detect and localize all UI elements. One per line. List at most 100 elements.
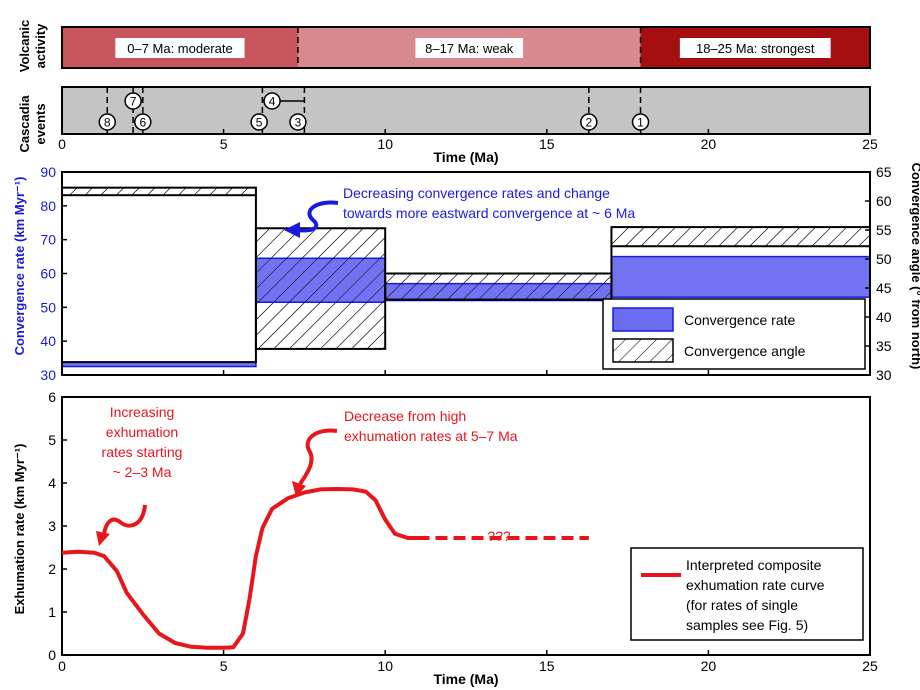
convergence-left-tick-label-80: 80 bbox=[40, 198, 56, 214]
cascadia-event-7-label: 7 bbox=[130, 95, 137, 109]
cascadia-event-1-label: 1 bbox=[637, 116, 644, 130]
exhumation-curve bbox=[61, 487, 418, 650]
convergence-left-tick-label-30: 30 bbox=[40, 367, 56, 383]
exhumation-y-tick-label-1: 1 bbox=[48, 604, 56, 620]
cascadia-x-tick-label-10: 10 bbox=[377, 136, 393, 152]
cascadia-event-8-label: 8 bbox=[104, 116, 111, 130]
volcanic-panel: Volcanic activity 0–7 Ma: moderate 8–17 M… bbox=[17, 20, 871, 73]
exhumation-annotation-left-arrow bbox=[102, 504, 147, 535]
volcanic-period-label-3: 18–25 Ma: strongest bbox=[696, 41, 815, 56]
convergence-angle-box-3 bbox=[384, 272, 613, 301]
exhumation-annotation-right-arrow bbox=[298, 428, 338, 486]
cascadia-event-8-marker bbox=[98, 113, 116, 131]
cascadia-event-5-label: 5 bbox=[256, 116, 263, 130]
volcanic-period-label-box-2 bbox=[415, 38, 524, 58]
convergence-left-tick-label-40: 40 bbox=[40, 333, 56, 349]
exhumation-legend-line3: (for rates of single bbox=[686, 597, 798, 613]
exhumation-legend: Interpreted composite exhumation rate cu… bbox=[630, 547, 864, 641]
exhumation-annotation-right-line2: exhumation rates at 5–7 Ma bbox=[344, 428, 518, 444]
convergence-right-tick-label-35: 35 bbox=[876, 338, 892, 354]
exhumation-y-tick-label-2: 2 bbox=[48, 561, 56, 577]
exhumation-annotation-right: Decrease from high exhumation rates at 5… bbox=[292, 408, 518, 497]
exhumation-annotation-left-line3: rates starting bbox=[102, 444, 183, 460]
convergence-angle-box-4 bbox=[610, 226, 871, 248]
volcanic-period-label-box-1 bbox=[115, 38, 245, 58]
cascadia-xlabel: Time (Ma) bbox=[433, 149, 498, 165]
exhumation-x-tick-label-15: 15 bbox=[539, 658, 555, 674]
convergence-annotation: Decreasing convergence rates and change … bbox=[284, 185, 635, 238]
exhumation-annotation-left-line4: ~ 2–3 Ma bbox=[113, 464, 172, 480]
volcanic-period-label-1: 0–7 Ma: moderate bbox=[127, 41, 233, 56]
volcanic-period-label-2: 8–17 Ma: weak bbox=[425, 41, 514, 56]
convergence-panel: Convergence rate (km Myr⁻¹) Convergence … bbox=[12, 163, 920, 383]
exhumation-legend-line4: samples see Fig. 5) bbox=[686, 617, 808, 633]
convergence-left-tick-label-60: 60 bbox=[40, 266, 56, 282]
exhumation-annotation-right-line1: Decrease from high bbox=[344, 408, 466, 424]
cascadia-ylabel-line2: events bbox=[33, 103, 48, 144]
cascadia-event-3-marker bbox=[289, 113, 307, 131]
exhumation-y-tick-label-0: 0 bbox=[48, 647, 56, 663]
cascadia-event-4-label: 4 bbox=[269, 95, 276, 109]
exhumation-ylabel: Exhumation rate (km Myr⁻¹) bbox=[12, 444, 27, 615]
convergence-right-tick-label-65: 65 bbox=[876, 164, 892, 180]
cascadia-event-4-marker bbox=[263, 92, 281, 110]
exhumation-legend-line2: exhumation rate curve bbox=[686, 577, 825, 593]
cascadia-x-tick-label-5: 5 bbox=[220, 136, 228, 152]
convergence-right-tick-label-60: 60 bbox=[876, 193, 892, 209]
cascadia-event-2-marker bbox=[580, 113, 598, 131]
exhumation-annotation-left-line1: Increasing bbox=[110, 404, 175, 420]
volcanic-ylabel-line2: activity bbox=[33, 23, 48, 69]
exhumation-question-marks: ??? bbox=[487, 528, 511, 544]
convergence-annotation-line1: Decreasing convergence rates and change bbox=[343, 185, 610, 201]
exhumation-legend-box bbox=[630, 547, 864, 641]
convergence-annotation-arrowhead bbox=[284, 222, 300, 238]
convergence-right-ylabel: Convergence angle (° from north) bbox=[909, 163, 920, 370]
exhumation-xlabel: Time (Ma) bbox=[433, 671, 498, 687]
convergence-angle-box-1 bbox=[61, 186, 257, 197]
convergence-left-tick-label-70: 70 bbox=[40, 232, 56, 248]
exhumation-annotation-left: Increasing exhumation rates starting ~ 2… bbox=[96, 404, 182, 546]
convergence-rate-legend-label: Convergence rate bbox=[684, 312, 796, 328]
exhumation-x-tick-label-10: 10 bbox=[377, 658, 393, 674]
cascadia-x-tick-label-25: 25 bbox=[862, 136, 878, 152]
cascadia-ylabel-line1: Cascadia bbox=[17, 95, 32, 153]
cascadia-background bbox=[62, 87, 870, 134]
exhumation-annotation-right-arrowhead bbox=[292, 481, 306, 497]
cascadia-event-5-marker bbox=[250, 113, 268, 131]
exhumation-x-tick-label-20: 20 bbox=[701, 658, 717, 674]
cascadia-event-3-label: 3 bbox=[295, 116, 302, 130]
convergence-left-tick-label-90: 90 bbox=[40, 164, 56, 180]
exhumation-y-tick-label-4: 4 bbox=[48, 475, 56, 491]
volcanic-frame bbox=[61, 26, 871, 69]
exhumation-x-tick-label-0: 0 bbox=[58, 658, 66, 674]
convergence-left-ylabel: Convergence rate (km Myr⁻¹) bbox=[12, 177, 27, 356]
exhumation-y-tick-label-5: 5 bbox=[48, 432, 56, 448]
convergence-left-tick-label-50: 50 bbox=[40, 299, 56, 315]
cascadia-x-tick-label-20: 20 bbox=[701, 136, 717, 152]
convergence-rate-bar-4 bbox=[610, 255, 871, 298]
exhumation-annotation-left-line2: exhumation bbox=[106, 424, 178, 440]
convergence-right-tick-label-45: 45 bbox=[876, 280, 892, 296]
cascadia-x-tick-label-15: 15 bbox=[539, 136, 555, 152]
cascadia-event-6-marker bbox=[134, 113, 152, 131]
exhumation-y-tick-label-6: 6 bbox=[48, 389, 56, 405]
volcanic-period-label-box-3 bbox=[679, 38, 831, 58]
cascadia-x-tick-label-0: 0 bbox=[58, 136, 66, 152]
cascadia-event-1-marker bbox=[631, 113, 650, 131]
convergence-first-box-edge bbox=[62, 195, 257, 364]
cascadia-event-7-marker bbox=[124, 92, 142, 110]
convergence-rate-legend-swatch bbox=[612, 307, 674, 332]
volcanic-ylabel-line1: Volcanic bbox=[17, 20, 32, 73]
convergence-legend: Convergence rate Convergence angle bbox=[602, 298, 866, 370]
convergence-annotation-line2: towards more eastward convergence at ~ 6… bbox=[343, 205, 635, 221]
cascadia-event-2-label: 2 bbox=[585, 116, 592, 130]
exhumation-x-tick-label-25: 25 bbox=[862, 658, 878, 674]
convergence-right-tick-label-40: 40 bbox=[876, 309, 892, 325]
convergence-right-tick-label-30: 30 bbox=[876, 367, 892, 383]
convergence-right-tick-label-50: 50 bbox=[876, 251, 892, 267]
convergence-annotation-arrow bbox=[296, 200, 339, 233]
exhumation-x-tick-label-5: 5 bbox=[220, 658, 228, 674]
convergence-angle-legend-swatch bbox=[612, 338, 674, 363]
